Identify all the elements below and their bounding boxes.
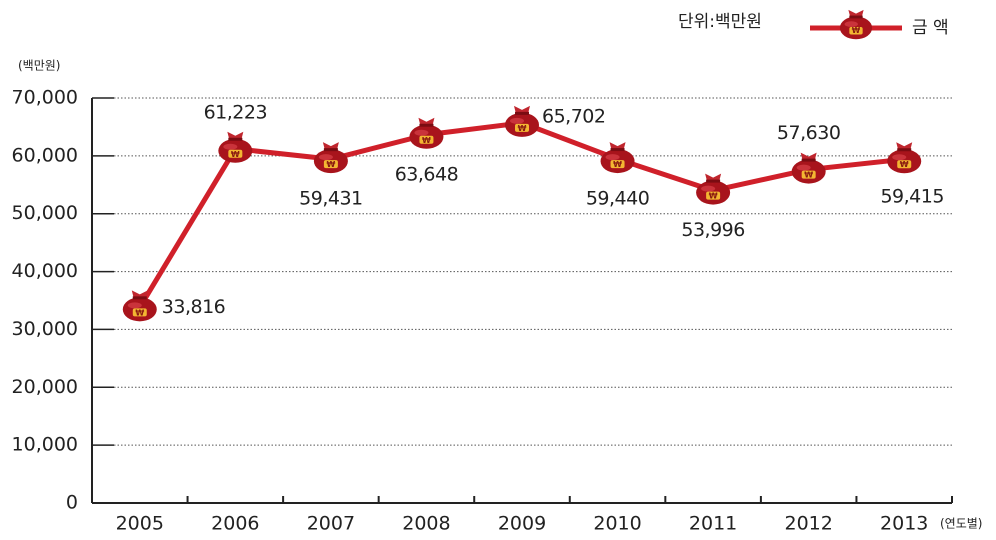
value-label: 59,440 bbox=[586, 188, 649, 210]
y-tick-label: 70,000 bbox=[12, 87, 78, 109]
value-label: 63,648 bbox=[395, 163, 458, 185]
value-label: 59,431 bbox=[299, 188, 362, 210]
won-sign: ₩ bbox=[804, 171, 813, 180]
x-tick-label: 2006 bbox=[211, 513, 259, 535]
point-marker: ₩ bbox=[887, 142, 921, 173]
won-sign: ₩ bbox=[709, 192, 718, 201]
x-tick-label: 2012 bbox=[784, 513, 832, 535]
y-tick-label: 20,000 bbox=[12, 376, 78, 398]
bag-tie bbox=[133, 296, 147, 299]
x-tick-label: 2011 bbox=[689, 513, 737, 535]
won-sign: ₩ bbox=[422, 136, 431, 145]
won-sign: ₩ bbox=[852, 26, 861, 35]
x-tick-label: 2007 bbox=[307, 513, 355, 535]
won-sign: ₩ bbox=[613, 160, 622, 169]
y-tick-label: 10,000 bbox=[12, 434, 78, 456]
x-tick-label: 2005 bbox=[116, 513, 164, 535]
point-marker: ₩ bbox=[505, 106, 539, 137]
point-marker: ₩ bbox=[123, 290, 157, 321]
bag-tie bbox=[706, 180, 720, 183]
value-label: 65,702 bbox=[542, 105, 605, 127]
x-tick-label: 2013 bbox=[880, 513, 928, 535]
series-line bbox=[140, 123, 904, 307]
bag-tie bbox=[849, 16, 862, 19]
point-marker: ₩ bbox=[792, 153, 826, 184]
bag-tie bbox=[611, 148, 625, 151]
bag-tie bbox=[324, 148, 338, 151]
y-tick-label: 60,000 bbox=[12, 144, 78, 166]
value-label: 57,630 bbox=[777, 122, 840, 144]
legend-title: 단위:백만원 bbox=[678, 12, 762, 32]
won-sign: ₩ bbox=[231, 150, 240, 159]
point-marker: ₩ bbox=[314, 142, 348, 173]
bag-tie bbox=[228, 138, 242, 141]
point-marker: ₩ bbox=[696, 174, 730, 205]
y-tick-label: 30,000 bbox=[12, 318, 78, 340]
bag-tie bbox=[897, 148, 911, 151]
bag-tie bbox=[419, 124, 433, 127]
x-tick-label: 2008 bbox=[402, 513, 450, 535]
value-label: 53,996 bbox=[681, 219, 744, 241]
y-tick-label: 50,000 bbox=[12, 202, 78, 224]
x-tick-label: 2010 bbox=[593, 513, 641, 535]
point-marker: ₩ bbox=[601, 142, 635, 173]
y-tick-label: 40,000 bbox=[12, 260, 78, 282]
legend-marker: ₩ bbox=[840, 10, 872, 39]
won-sign: ₩ bbox=[135, 308, 144, 317]
won-sign: ₩ bbox=[326, 160, 335, 169]
value-label: 61,223 bbox=[204, 101, 267, 123]
won-sign: ₩ bbox=[900, 160, 909, 169]
y-tick-label: 0 bbox=[66, 492, 78, 514]
bag-tie bbox=[802, 159, 816, 162]
won-sign: ₩ bbox=[518, 124, 527, 133]
y-axis-label: (백만원) bbox=[18, 59, 60, 73]
x-axis-label: (연도별) bbox=[940, 517, 982, 531]
chart: 단위:백만원 (백만원) (연도별) 0 10,000 20,000 30,000 40… bbox=[0, 0, 996, 540]
x-tick-label: 2009 bbox=[498, 513, 546, 535]
value-label: 59,415 bbox=[880, 186, 943, 208]
value-label: 33,816 bbox=[162, 296, 225, 318]
bag-tie bbox=[515, 112, 529, 115]
point-marker: ₩ bbox=[218, 132, 252, 163]
point-marker: ₩ bbox=[409, 118, 443, 149]
legend-label: 금 액 bbox=[912, 18, 949, 38]
